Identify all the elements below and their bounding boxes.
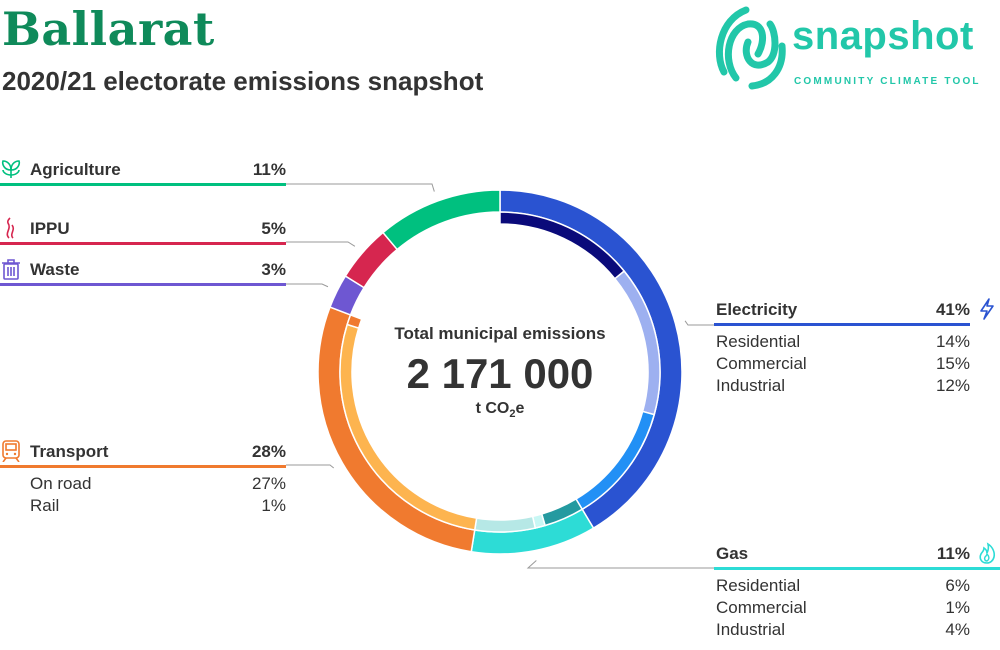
subcategory-label: Rail: [30, 496, 60, 515]
category-transport: Transport 28% On road 27% Rail 1%: [0, 440, 286, 515]
subcategory-percent: 15%: [935, 354, 970, 373]
category-label: Gas: [716, 544, 749, 563]
leader-line-transport: [286, 464, 335, 469]
category-percent: 5%: [261, 219, 286, 238]
subcategory-label: Industrial: [716, 620, 785, 639]
subcategory-label: Industrial: [716, 376, 785, 395]
page-subtitle: 2020/21 electorate emissions snapshot: [2, 66, 484, 96]
leader-line-waste: [286, 283, 329, 288]
subcategory-row: Commercial 15%: [714, 354, 1000, 376]
flame-wisp-icon: [6, 217, 15, 239]
leaf-plant-icon: [1, 160, 21, 178]
subcategory-list: On road 27% Rail 1%: [0, 474, 286, 518]
subcategory-row: Rail 1%: [0, 496, 286, 518]
category-label: IPPU: [30, 219, 70, 238]
leader-lines: [286, 183, 714, 569]
category-gas: Gas 11% Residential 6% Commercial 1% Ind…: [714, 542, 1000, 639]
subcategory-percent: 12%: [935, 376, 970, 395]
subcategory-percent: 1%: [261, 496, 286, 515]
page-title: Ballarat: [2, 2, 215, 56]
donut-subslice-transport-rail: [346, 313, 363, 329]
subcategory-row: On road 27%: [0, 474, 286, 496]
category-underline: [0, 283, 286, 286]
subcategory-percent: 6%: [945, 576, 970, 595]
category-underline: [0, 183, 286, 186]
subcategory-list: Residential 6% Commercial 1% Industrial …: [714, 576, 1000, 642]
category-label: Waste: [30, 260, 80, 279]
leader-line-agriculture: [286, 183, 435, 192]
category-percent: 3%: [261, 260, 286, 279]
gas-flame-icon: [979, 542, 996, 564]
category-underline: [0, 465, 286, 468]
category-label: Electricity: [716, 300, 798, 319]
subcategory-percent: 14%: [935, 332, 970, 351]
leader-line-electricity: [684, 320, 714, 326]
logo-wordmark: snapshot: [792, 14, 974, 58]
subcategory-percent: 1%: [945, 598, 970, 617]
category-underline: [0, 242, 286, 245]
subcategory-row: Residential 14%: [714, 332, 1000, 354]
subcategory-row: Industrial 4%: [714, 620, 1000, 642]
category-percent: 41%: [935, 300, 970, 319]
category-percent: 11%: [936, 544, 970, 563]
category-electricity: Electricity 41% Residential 14% Commerci…: [714, 298, 1000, 395]
chart-center-title: Total municipal emissions: [394, 324, 606, 343]
subcategory-percent: 27%: [251, 474, 286, 493]
category-label: Agriculture: [30, 160, 121, 179]
category-label: Transport: [30, 442, 109, 461]
subcategory-row: Commercial 1%: [714, 598, 1000, 620]
category-agriculture: Agriculture 11%: [0, 158, 286, 186]
subcategory-label: Residential: [716, 576, 801, 595]
category-waste: Waste 3%: [0, 258, 286, 286]
leader-line-gas: [526, 560, 714, 569]
donut-subslice-gas-residential: [473, 515, 537, 533]
subcategory-label: Residential: [716, 332, 801, 351]
snapshot-logo-icon: [715, 6, 786, 90]
category-percent: 28%: [251, 442, 286, 461]
train-icon: [2, 440, 20, 462]
leader-line-ippu: [286, 241, 356, 247]
trash-bin-icon: [2, 259, 20, 280]
category-underline: [714, 323, 970, 326]
logo-tagline: COMMUNITY CLIMATE TOOL: [794, 76, 981, 87]
category-percent: 11%: [252, 160, 286, 179]
lightning-bolt-icon: [980, 298, 994, 320]
donut-slice-agriculture: [381, 189, 501, 251]
subcategory-label: Commercial: [716, 354, 807, 373]
subcategory-list: Residential 14% Commercial 15% Industria…: [714, 332, 1000, 398]
subcategory-percent: 4%: [945, 620, 970, 639]
snapshot-logo: snapshot COMMUNITY CLIMATE TOOL: [712, 2, 1000, 94]
category-underline: [714, 567, 1000, 570]
category-ippu: IPPU 5%: [0, 217, 286, 245]
subsector-ring: [339, 211, 661, 533]
emissions-unit: t CO2e: [475, 400, 525, 421]
subcategory-row: Industrial 12%: [714, 376, 1000, 398]
total-emissions-value: 2 171 000: [406, 350, 594, 397]
subcategory-label: Commercial: [716, 598, 807, 617]
subcategory-row: Residential 6%: [714, 576, 1000, 598]
subcategory-label: On road: [30, 474, 92, 493]
